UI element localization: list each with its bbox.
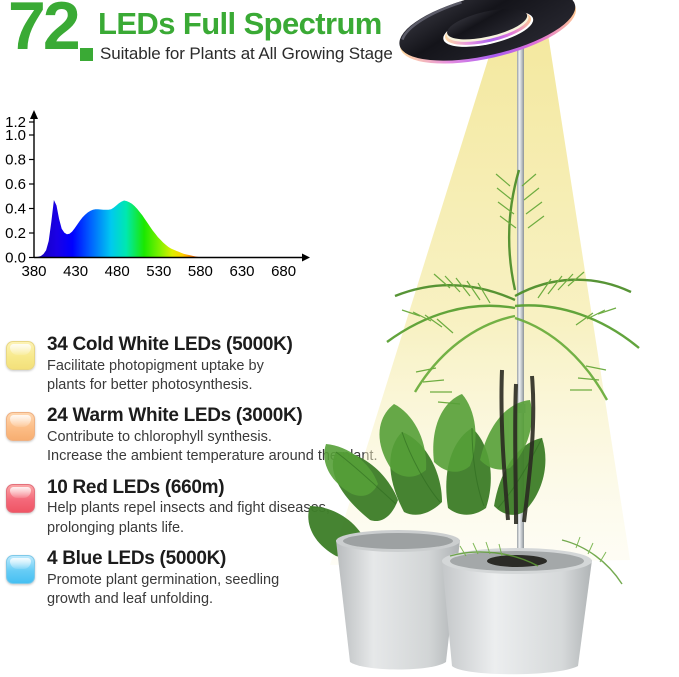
- feature-item-blue: 4 Blue LEDs (5000K) Promote plant germin…: [0, 547, 400, 609]
- feature-list: 34 Cold White LEDs (5000K) Facilitate ph…: [0, 333, 400, 618]
- feature-description-line: Increase the ambient temperature around …: [47, 448, 378, 465]
- spectrum-area: [34, 200, 290, 258]
- feature-text: 34 Cold White LEDs (5000K) Facilitate ph…: [47, 333, 293, 395]
- feature-description-line: Contribute to chlorophyll synthesis.: [47, 429, 272, 446]
- feature-text: 10 Red LEDs (660m) Help plants repel ins…: [47, 476, 330, 538]
- x-tick-label: 630: [229, 263, 254, 280]
- spectrum-chart-svg: 0.0 0.2 0.4 0.6 0.8 1.0 1.2 380 430 480 …: [5, 110, 310, 280]
- y-axis-arrow: [30, 110, 38, 119]
- y-tick-label: 1.2: [5, 114, 26, 131]
- warm-white-swatch-icon: [6, 412, 35, 442]
- red-swatch-icon: [6, 483, 35, 513]
- pot-rear-right: [442, 548, 592, 675]
- feature-description: Contribute to chlorophyll synthesis. Inc…: [47, 428, 377, 467]
- feature-title: 34 Cold White LEDs (5000K): [47, 334, 293, 355]
- feature-description: Help plants repel insects and fight dise…: [47, 499, 330, 538]
- led-count-number: 72: [8, 0, 81, 64]
- green-square-bullet-icon: [80, 47, 93, 61]
- feature-item-red: 10 Red LEDs (660m) Help plants repel ins…: [0, 476, 400, 538]
- x-tick-label: 480: [105, 263, 130, 280]
- feature-description-line: prolonging plants life.: [47, 519, 185, 536]
- y-tick-label: 0.6: [5, 176, 26, 193]
- plant-stems: [499, 369, 536, 525]
- x-tick-label: 380: [21, 263, 46, 280]
- cold-white-swatch-icon: [6, 341, 35, 370]
- feature-title: 10 Red LEDs (660m): [47, 476, 225, 498]
- spectrum-chart: 0.0 0.2 0.4 0.6 0.8 1.0 1.2 380 430 480 …: [0, 100, 320, 285]
- page-subtitle: Suitable for Plants at All Growing Stage: [100, 44, 393, 63]
- page-title: LEDs Full Spectrum: [98, 6, 382, 41]
- lamp-ring-head: [399, 0, 576, 64]
- y-axis-tick-labels: 0.0 0.2 0.4 0.6 0.8 1.0 1.2: [5, 114, 26, 267]
- feature-description-line: plants for better photosynthesis.: [47, 377, 253, 394]
- feature-text: 4 Blue LEDs (5000K) Promote plant germin…: [47, 547, 279, 609]
- x-tick-label: 530: [146, 263, 171, 280]
- x-tick-label: 580: [188, 263, 213, 280]
- feature-description-line: growth and leaf unfolding.: [47, 590, 214, 607]
- feature-description-line: Facilitate photopigment uptake by: [47, 357, 264, 374]
- product-photo-svg: [308, 0, 640, 675]
- x-axis-arrow: [302, 253, 310, 262]
- palm-foliage: [386, 169, 640, 405]
- feature-description-line: Help plants repel insects and fight dise…: [47, 500, 330, 517]
- foreground-fronds: [449, 536, 623, 585]
- lamp-pole: [517, 28, 524, 618]
- x-tick-label: 680: [271, 263, 296, 280]
- feature-item-cold-white: 34 Cold White LEDs (5000K) Facilitate ph…: [0, 333, 400, 395]
- y-tick-label: 0.4: [5, 201, 26, 218]
- pot-front-left: [336, 530, 460, 670]
- y-tick-label: 0.0: [5, 250, 26, 267]
- feature-description: Promote plant germination, seedling grow…: [47, 571, 279, 610]
- feature-item-warm-white: 24 Warm White LEDs (3000K) Contribute to…: [0, 404, 400, 466]
- y-tick-label: 0.2: [5, 225, 26, 242]
- y-tick-label: 1.0: [5, 127, 26, 144]
- feature-title: 4 Blue LEDs (5000K): [47, 547, 227, 569]
- feature-description: Facilitate photopigment uptake by plants…: [47, 357, 293, 396]
- feature-description-line: Promote plant germination, seedling: [47, 571, 280, 588]
- peace-lily-foliage: [308, 394, 546, 558]
- feature-text: 24 Warm White LEDs (3000K) Contribute to…: [47, 404, 377, 466]
- x-axis-tick-labels: 380 430 480 530 580 630 680: [21, 263, 296, 280]
- header: 72 LEDs Full Spectrum Suitable for Plant…: [0, 0, 430, 72]
- y-tick-label: 0.8: [5, 152, 26, 169]
- feature-title: 24 Warm White LEDs (3000K): [47, 405, 303, 427]
- y-axis-ticks: [29, 121, 34, 259]
- product-photo: [300, 0, 679, 677]
- x-tick-label: 430: [63, 263, 88, 280]
- subtitle-row: Suitable for Plants at All Growing Stage: [80, 44, 393, 64]
- blue-swatch-icon: [6, 554, 35, 584]
